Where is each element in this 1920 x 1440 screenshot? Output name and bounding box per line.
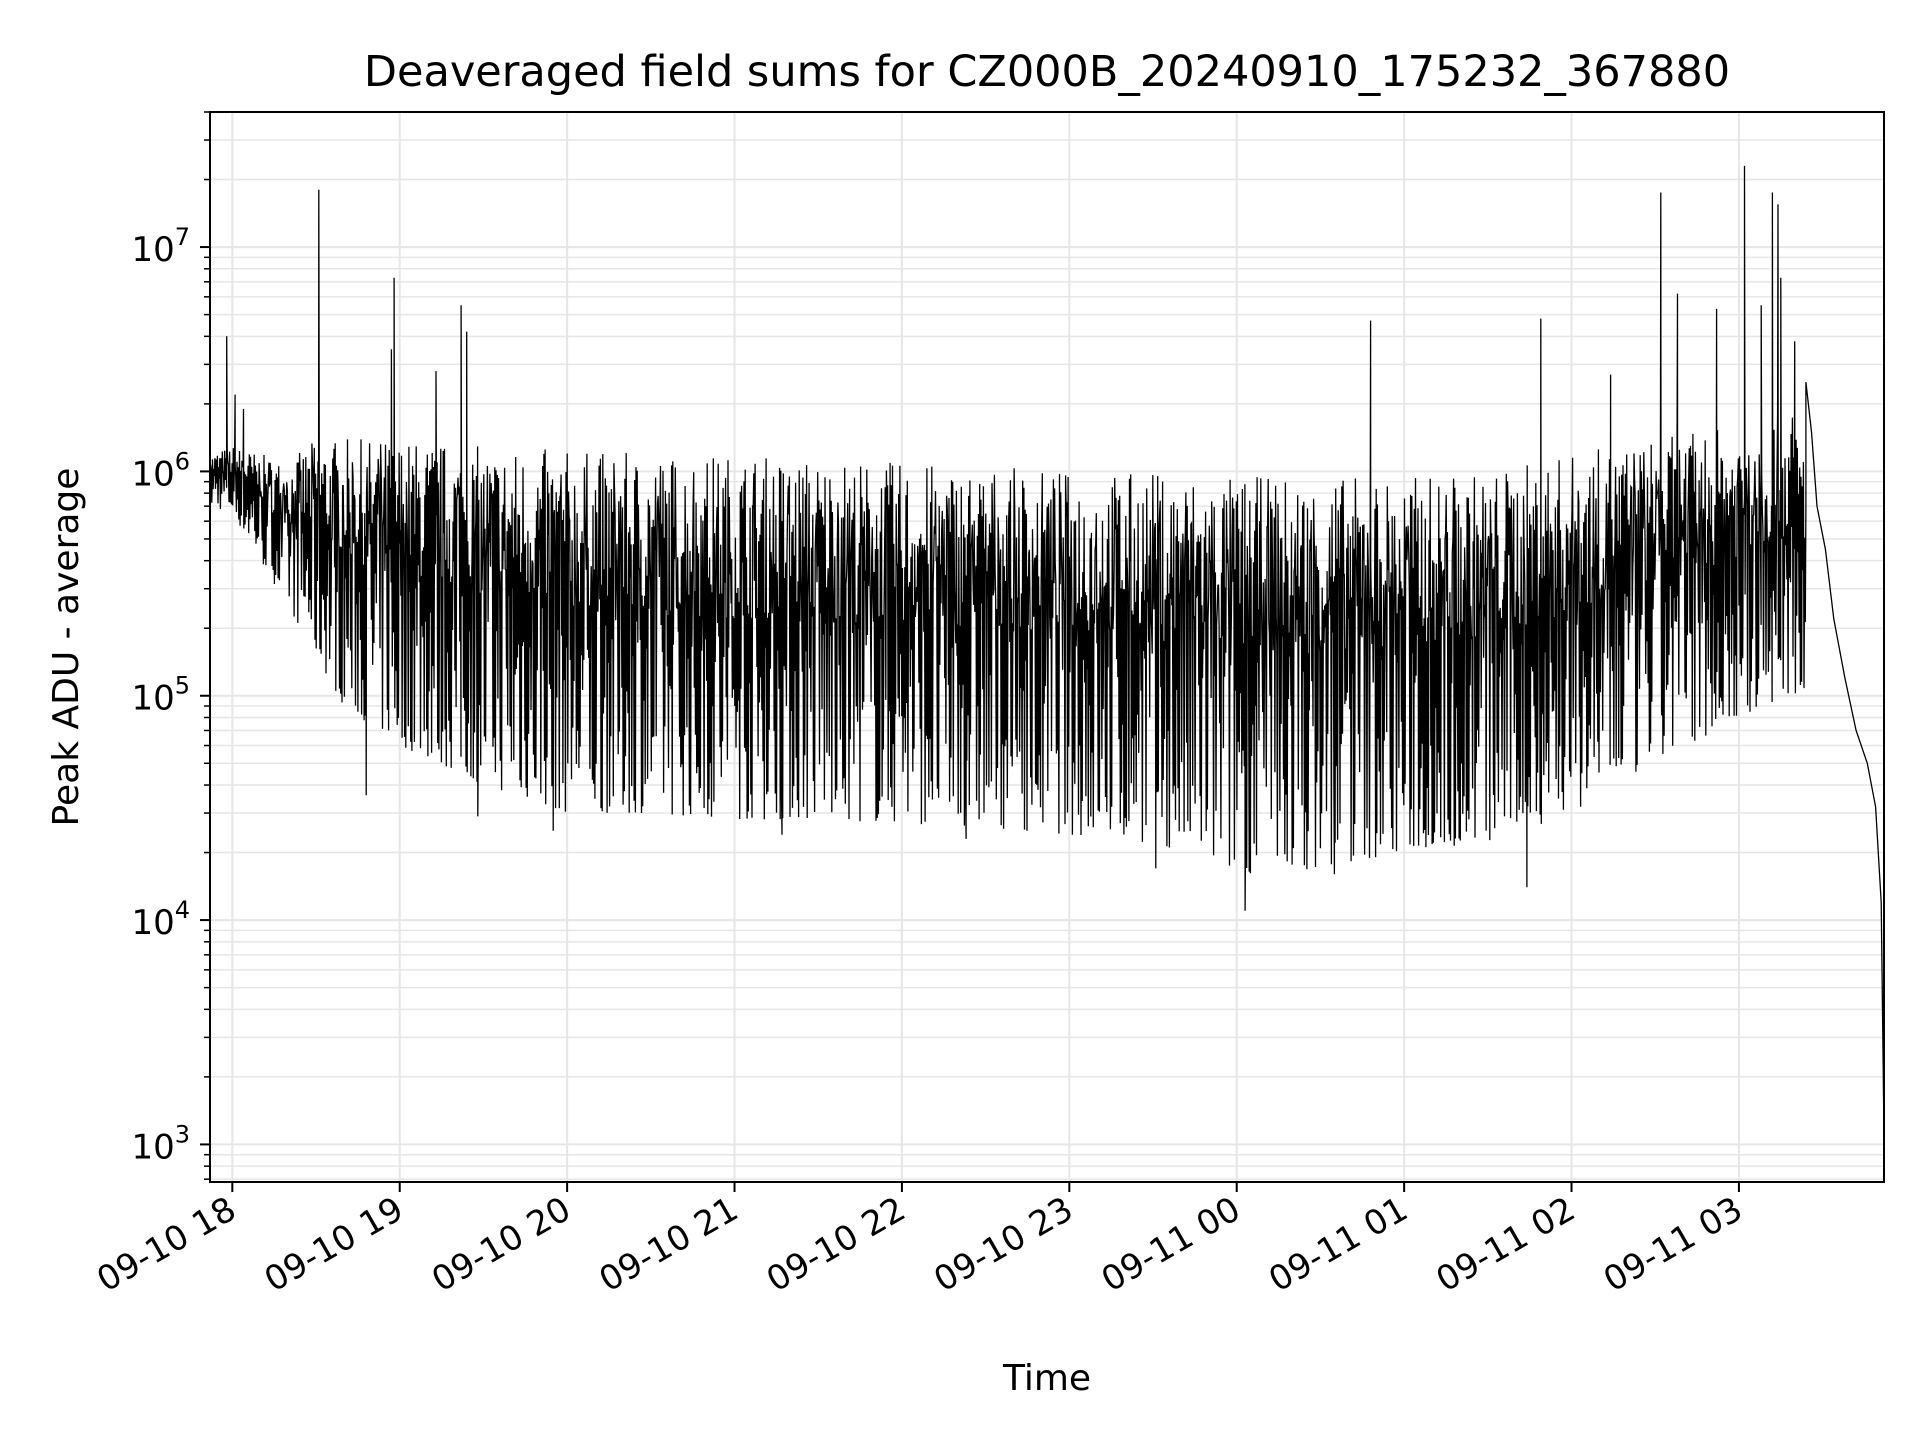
y-tick-label: 105 xyxy=(131,672,190,719)
x-axis-label: Time xyxy=(1002,1358,1091,1399)
y-axis: 103 104 105 106 107 xyxy=(131,111,210,1180)
plot-frame xyxy=(209,111,1885,1183)
data-series xyxy=(209,165,1885,1136)
y-tick-label: 107 xyxy=(131,223,190,270)
y-tick-label: 106 xyxy=(131,447,190,494)
chart-title: Deaveraged field sums for CZ000B_2024091… xyxy=(364,47,1730,97)
y-tick-label: 104 xyxy=(131,896,190,943)
y-axis-label: Peak ADU - average xyxy=(46,468,87,827)
series-line xyxy=(209,165,1885,1136)
y-tick-label: 103 xyxy=(131,1120,190,1167)
